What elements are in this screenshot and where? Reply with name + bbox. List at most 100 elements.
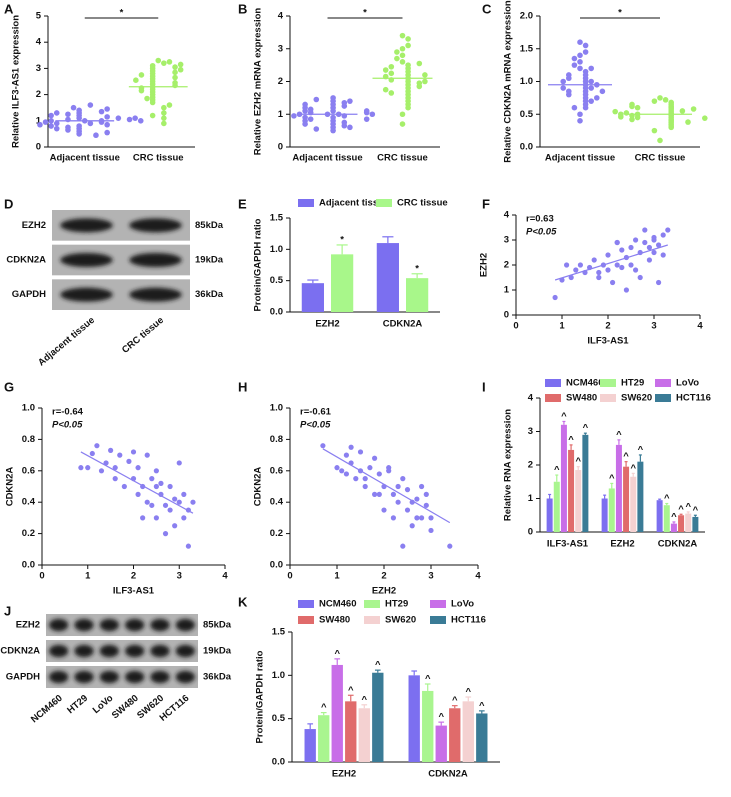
data-point (172, 74, 178, 81)
blot-band (129, 287, 182, 302)
x-tick-label: Adjacent tissue (50, 153, 120, 164)
data-point (367, 465, 373, 471)
significance-label: ^ (616, 429, 622, 440)
legend-swatch (655, 379, 671, 387)
data-point (422, 72, 428, 78)
legend-swatch (298, 600, 314, 608)
data-point (76, 131, 82, 137)
data-point (416, 83, 423, 90)
y-tick-label: 3 (528, 426, 533, 437)
bar (304, 729, 316, 762)
data-point (399, 121, 406, 127)
legend-label: Adjacent tissue (319, 198, 389, 209)
bar (476, 713, 488, 762)
data-point (662, 97, 669, 103)
y-tick-label: 0 (36, 142, 41, 153)
x-tick-label: ILF3-AS1 (547, 539, 589, 550)
x-tick-label: EZH2 (610, 539, 634, 550)
data-point (291, 113, 297, 119)
y-tick-label: 0.2 (22, 528, 35, 539)
bar (408, 675, 420, 762)
data-point (400, 543, 406, 549)
data-point (577, 52, 583, 59)
annotation: r=-0.61 (300, 407, 332, 418)
data-point (634, 104, 641, 111)
data-point (166, 102, 173, 108)
blot-band (99, 644, 119, 658)
data-point (382, 86, 389, 93)
data-point (78, 465, 84, 471)
blot-strip (46, 666, 198, 688)
lane-label: HT29 (65, 693, 90, 716)
data-point (334, 465, 340, 471)
data-point (388, 90, 395, 96)
data-point (161, 115, 167, 121)
data-point (399, 59, 406, 65)
data-point (571, 62, 578, 68)
y-tick-label: 1.5 (272, 627, 286, 638)
significance-label: ^ (348, 685, 354, 696)
blot-row-label: CDKN2A (6, 255, 46, 266)
x-axis-label: ILF3-AS1 (113, 586, 155, 597)
blot-band (125, 644, 145, 658)
data-point (149, 476, 155, 482)
data-point (172, 523, 178, 529)
y-tick-label: 0 (528, 527, 533, 538)
blot-band (74, 644, 94, 658)
data-point (564, 262, 570, 268)
data-point (172, 64, 178, 70)
bar (376, 243, 399, 312)
blot-band (129, 218, 182, 233)
y-tick-label: 5 (36, 11, 42, 22)
data-point (656, 279, 662, 286)
data-point (376, 491, 382, 497)
data-point (623, 287, 630, 293)
data-point (126, 458, 132, 464)
data-point (176, 460, 182, 466)
bar (568, 449, 575, 532)
x-tick-label: 1 (85, 571, 91, 582)
lane-label: CRC tissue (120, 315, 166, 356)
lane-label: Adjacent tissue (36, 315, 97, 369)
significance-label: ^ (623, 451, 629, 462)
legend-swatch (655, 394, 671, 402)
data-point (596, 274, 602, 281)
data-point (405, 104, 411, 111)
data-point (363, 108, 370, 114)
x-tick-label: CRC tissue (377, 153, 428, 164)
bar (582, 434, 589, 532)
significance-label: ^ (630, 463, 636, 474)
bar (601, 498, 608, 532)
data-point (651, 98, 658, 104)
data-point (651, 127, 658, 134)
panel-label: H (238, 379, 247, 394)
x-tick-label: Adjacent tissue (545, 153, 615, 164)
x-tick-label: EZH2 (332, 769, 356, 780)
y-tick-label: 0.0 (272, 757, 285, 768)
data-point (363, 116, 370, 122)
data-point (161, 60, 167, 66)
significance-label: ^ (671, 511, 677, 522)
blot-size-label: 19kDa (195, 255, 224, 266)
data-point (362, 483, 368, 490)
data-point (347, 98, 353, 104)
data-point (104, 114, 110, 120)
significance-label: ^ (554, 465, 560, 476)
x-tick-label: 3 (177, 571, 182, 582)
data-point (104, 121, 110, 128)
data-point (153, 483, 159, 490)
data-point (568, 274, 574, 281)
x-tick-label: CRC tissue (133, 153, 184, 164)
bar (358, 708, 370, 762)
data-point (104, 129, 110, 136)
x-tick-label: 1 (559, 321, 565, 332)
data-point (343, 452, 349, 458)
data-point (679, 108, 686, 114)
data-point (382, 67, 389, 73)
legend-swatch (364, 600, 380, 608)
data-point (614, 239, 620, 246)
x-axis-label: ILF3-AS1 (587, 336, 629, 347)
annotation: r=0.63 (526, 214, 554, 225)
